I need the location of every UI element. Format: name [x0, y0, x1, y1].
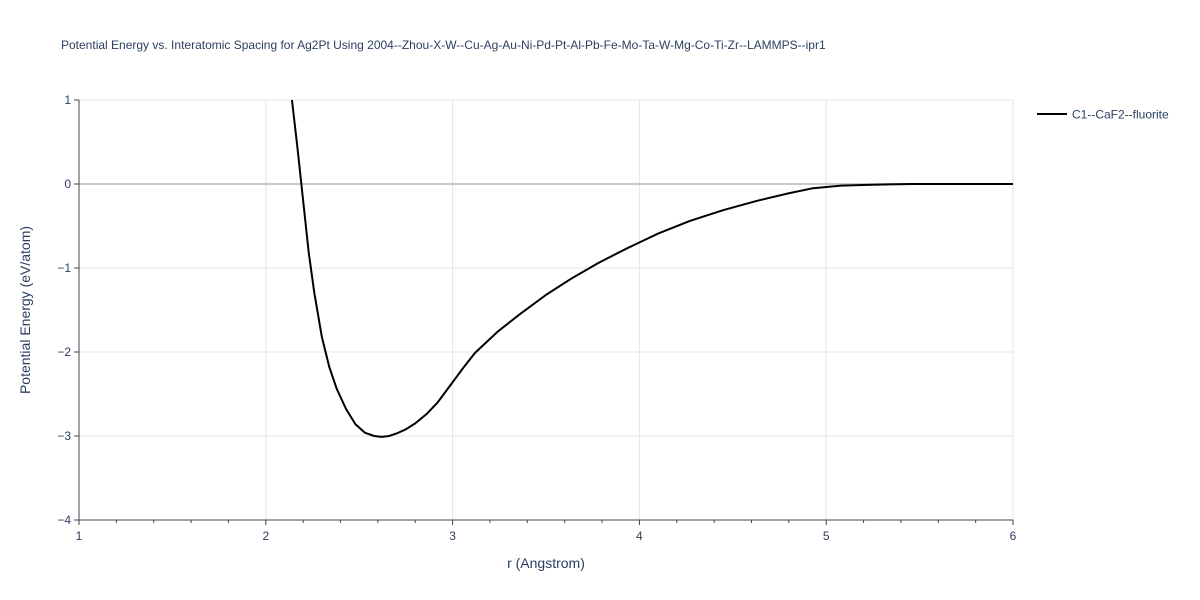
legend-label: C1--CaF2--fluorite [1072, 108, 1169, 122]
axes-layer: 1 2 3 4 5 6 1 0 −1 −2 −3 −4 [57, 93, 1016, 543]
series-line [290, 100, 1013, 438]
chart-title: Potential Energy vs. Interatomic Spacing… [61, 38, 826, 52]
x-axis-title: r (Angstrom) [507, 555, 585, 571]
y-tick-label: 1 [64, 93, 71, 107]
x-tick-label: 5 [823, 529, 830, 543]
x-tick-label: 6 [1010, 529, 1017, 543]
y-tick-label: −2 [57, 345, 71, 359]
y-tick-label: 0 [64, 177, 71, 191]
x-tick-label: 1 [76, 529, 83, 543]
x-tick-label: 2 [262, 529, 269, 543]
series-layer [290, 100, 1013, 438]
legend[interactable]: C1--CaF2--fluorite [1037, 108, 1169, 122]
grid-layer [79, 99, 1014, 520]
y-axis-title: Potential Energy (eV/atom) [17, 226, 33, 394]
y-tick-label: −3 [57, 429, 71, 443]
y-tick-label: −4 [57, 513, 71, 527]
x-tick-label: 3 [449, 529, 456, 543]
x-tick-label: 4 [636, 529, 643, 543]
y-tick-label: −1 [57, 261, 71, 275]
